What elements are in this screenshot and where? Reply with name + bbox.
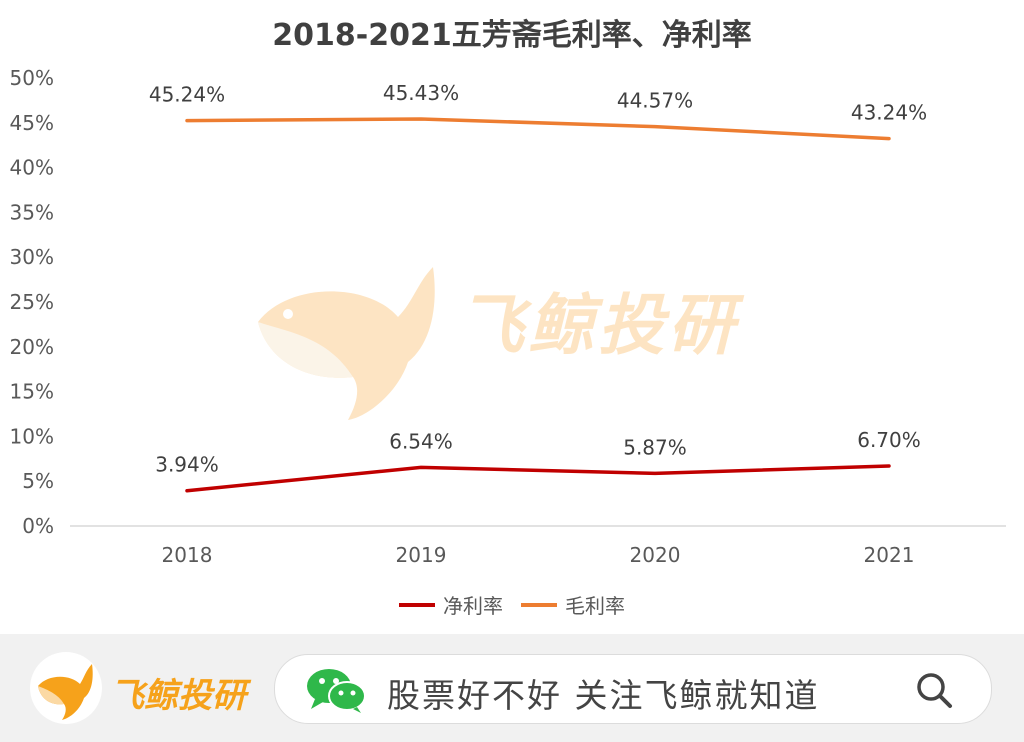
- legend: 净利率 毛利率: [0, 590, 1024, 619]
- y-tick-label: 30%: [10, 245, 54, 269]
- x-tick-label: 2021: [864, 543, 915, 567]
- whale-watermark-icon: [258, 267, 435, 420]
- x-tick-label: 2020: [630, 543, 681, 567]
- y-tick-label: 40%: [10, 156, 54, 180]
- chart-area: 2018-2021五芳斋毛利率、净利率 飞鲸投研 0% 5% 10% 15% 20% 25…: [0, 18, 1024, 619]
- footer-banner: 飞鲸投研 股票好不好 关注飞鲸就知道: [0, 634, 1024, 742]
- y-tick-label: 25%: [10, 290, 54, 314]
- search-text: 股票好不好 关注飞鲸就知道: [387, 676, 820, 715]
- legend-swatch-net-margin: [399, 602, 435, 607]
- y-tick-label: 0%: [22, 514, 54, 538]
- y-tick-label: 35%: [10, 200, 54, 224]
- data-label: 6.70%: [857, 428, 921, 452]
- y-tick-label: 45%: [10, 111, 54, 135]
- y-tick-label: 20%: [10, 335, 54, 359]
- legend-item-gross-margin: 毛利率: [521, 590, 625, 619]
- data-label: 6.54%: [389, 429, 453, 453]
- series-line-gross-margin: [185, 117, 891, 141]
- data-label: 5.87%: [623, 435, 687, 459]
- footer-brand: 飞鲸投研: [110, 676, 246, 716]
- watermark-text: 飞鲸投研: [458, 287, 738, 364]
- legend-swatch-gross-margin: [521, 602, 557, 607]
- legend-label-gross-margin: 毛利率: [565, 594, 625, 618]
- y-tick-label: 50%: [10, 66, 54, 90]
- legend-label-net-margin: 净利率: [443, 594, 503, 618]
- y-tick-label: 15%: [10, 380, 54, 404]
- legend-item-net-margin: 净利率: [399, 590, 503, 619]
- line-chart: 0% 5% 10% 15% 20% 25% 30% 35% 40% 45% 50% 2018 2019 2…: [10, 66, 1006, 567]
- data-label: 44.57%: [617, 89, 693, 113]
- wechat-icon: [307, 669, 366, 713]
- search-icon[interactable]: [915, 671, 953, 709]
- y-tick-label: 10%: [10, 424, 54, 448]
- x-tick-label: 2019: [396, 543, 447, 567]
- series-line-net-margin: [185, 464, 891, 493]
- watermark: 飞鲸投研: [248, 262, 788, 422]
- data-label: 45.24%: [149, 83, 225, 107]
- chart-title: 2018-2021五芳斋毛利率、净利率: [272, 18, 752, 53]
- data-label: 43.24%: [851, 101, 927, 125]
- whale-logo-icon: [30, 652, 102, 724]
- data-label: 45.43%: [383, 81, 459, 105]
- data-label: 3.94%: [155, 453, 219, 477]
- y-tick-label: 5%: [22, 469, 54, 493]
- search-box[interactable]: 股票好不好 关注飞鲸就知道: [274, 654, 992, 724]
- x-tick-label: 2018: [162, 543, 213, 567]
